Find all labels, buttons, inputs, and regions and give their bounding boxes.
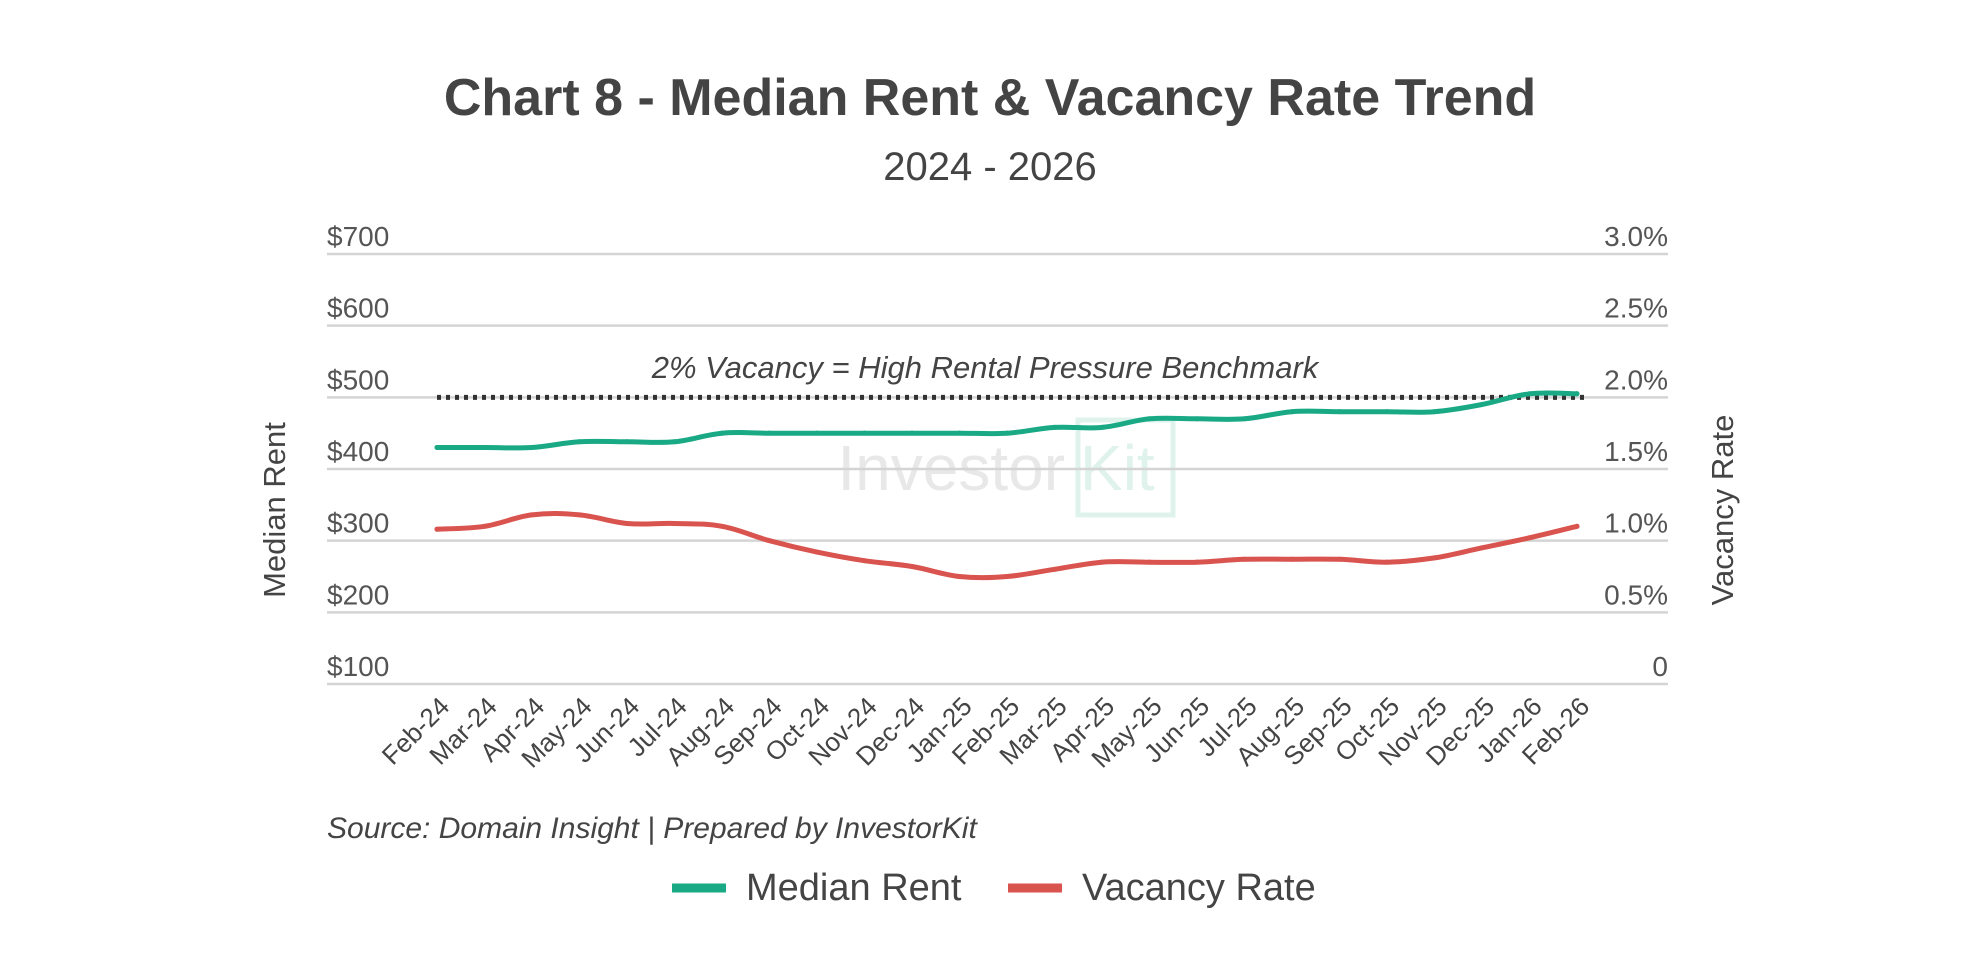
data-point-vacancy-rate <box>909 563 915 569</box>
left-tick-label: $300 <box>327 508 389 539</box>
data-point-vacancy-rate <box>529 512 535 518</box>
series-lines <box>434 390 1580 581</box>
data-point-vacancy-rate <box>719 523 725 529</box>
data-point-vacancy-rate <box>1194 559 1200 565</box>
data-point-vacancy-rate <box>482 523 487 529</box>
legend-label-median-rent: Median Rent <box>746 867 962 909</box>
right-tick-label: 0 <box>1652 651 1668 682</box>
data-point-vacancy-rate <box>1289 556 1295 562</box>
data-point-vacancy-rate <box>1574 523 1580 529</box>
data-point-vacancy-rate <box>1052 566 1057 572</box>
data-point-median-rent <box>1527 391 1532 397</box>
left-tick-label: $500 <box>327 364 389 395</box>
data-point-median-rent <box>957 430 962 436</box>
data-point-vacancy-rate <box>1479 545 1485 551</box>
right-tick-label: 3.0% <box>1604 221 1668 252</box>
right-tick-label: 1.5% <box>1604 436 1668 467</box>
data-point-vacancy-rate <box>814 549 820 555</box>
data-point-vacancy-rate <box>1432 555 1437 561</box>
left-tick-label: $700 <box>327 221 389 252</box>
data-point-vacancy-rate <box>624 520 630 526</box>
left-tick-label: $400 <box>327 436 389 467</box>
x-axis-ticks: Feb-24Mar-24Apr-24May-24Jun-24Jul-24Aug-… <box>376 691 1595 774</box>
left-tick-label: $100 <box>327 651 389 682</box>
data-point-median-rent <box>1432 409 1437 415</box>
data-point-vacancy-rate <box>1147 559 1152 565</box>
data-point-median-rent <box>1384 409 1390 415</box>
data-point-vacancy-rate <box>957 574 962 579</box>
source-note: Source: Domain Insight | Prepared by Inv… <box>327 812 978 845</box>
data-point-median-rent <box>1479 402 1485 407</box>
data-point-vacancy-rate <box>862 558 867 564</box>
data-point-vacancy-rate <box>1004 574 1010 579</box>
data-point-median-rent <box>1337 409 1342 415</box>
data-point-vacancy-rate <box>1242 556 1247 562</box>
data-point-median-rent <box>1052 424 1057 430</box>
data-point-vacancy-rate <box>577 512 582 518</box>
right-tick-label: 1.0% <box>1604 508 1668 539</box>
data-point-median-rent <box>1147 416 1152 422</box>
data-point-median-rent <box>814 430 820 436</box>
right-tick-label: 2.5% <box>1604 293 1668 324</box>
right-tick-label: 2.0% <box>1604 364 1668 395</box>
data-point-median-rent <box>1099 424 1105 430</box>
left-axis-ticks: $100 $200 $300 $400 $500 $600 $700 <box>327 221 389 682</box>
data-point-vacancy-rate <box>1384 559 1390 565</box>
data-point-median-rent <box>577 439 582 445</box>
left-tick-label: $200 <box>327 579 389 610</box>
data-point-vacancy-rate <box>434 526 440 532</box>
data-point-median-rent <box>529 445 535 450</box>
data-point-vacancy-rate <box>1337 556 1342 562</box>
data-point-median-rent <box>862 430 867 436</box>
right-axis-title: Vacancy Rate <box>1705 415 1740 606</box>
data-point-median-rent <box>1574 391 1580 397</box>
data-point-median-rent <box>672 439 677 445</box>
gridlines <box>327 252 1668 686</box>
benchmark: 2% Vacancy = High Rental Pressure Benchm… <box>437 350 1589 400</box>
left-axis-title: Median Rent <box>257 422 292 598</box>
chart-subtitle: 2024 - 2026 <box>883 145 1097 189</box>
data-point-vacancy-rate <box>767 538 772 544</box>
watermark-frame <box>1075 417 1176 518</box>
data-point-median-rent <box>624 439 630 445</box>
right-tick-label: 0.5% <box>1604 579 1668 610</box>
data-point-median-rent <box>1194 416 1200 422</box>
data-point-vacancy-rate <box>1527 535 1532 541</box>
data-point-median-rent <box>1004 430 1010 436</box>
data-point-median-rent <box>719 430 725 436</box>
data-point-median-rent <box>1289 409 1295 415</box>
data-point-vacancy-rate <box>1099 559 1105 565</box>
data-point-median-rent <box>482 445 487 450</box>
benchmark-label: 2% Vacancy = High Rental Pressure Benchm… <box>651 350 1320 385</box>
data-point-median-rent <box>909 430 915 436</box>
data-point-median-rent <box>434 445 440 450</box>
right-axis-ticks: 0 0.5% 1.0% 1.5% 2.0% 2.5% 3.0% <box>1604 221 1668 682</box>
legend: Median Rent Vacancy Rate <box>672 867 1316 909</box>
data-point-median-rent <box>1242 416 1247 422</box>
data-point-median-rent <box>767 430 772 436</box>
data-point-vacancy-rate <box>672 520 677 526</box>
series-line-vacancy-rate <box>434 511 1580 581</box>
left-tick-label: $600 <box>327 293 389 324</box>
chart-title: Chart 8 - Median Rent & Vacancy Rate Tre… <box>444 69 1536 127</box>
legend-label-vacancy-rate: Vacancy Rate <box>1082 867 1316 909</box>
